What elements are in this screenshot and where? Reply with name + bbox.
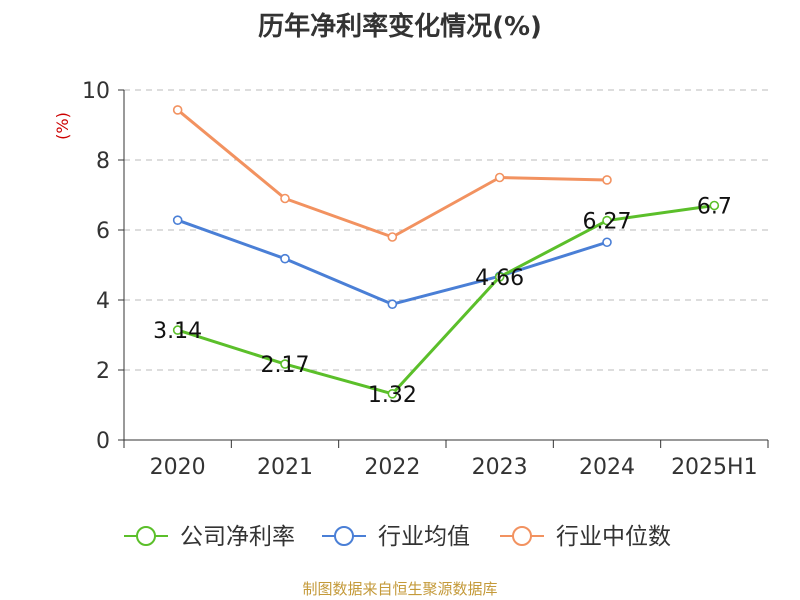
x-tick-label: 2024 xyxy=(579,455,635,480)
data-point xyxy=(172,215,183,225)
legend-marker xyxy=(512,526,532,546)
data-point xyxy=(602,175,612,185)
data-point xyxy=(602,237,612,248)
x-tick-label: 2025H1 xyxy=(671,455,758,480)
data-point xyxy=(387,388,398,399)
data-label: 6.27 xyxy=(583,210,632,235)
legend-label: 行业均值 xyxy=(378,524,470,550)
data-point xyxy=(172,105,183,115)
y-tick-label: 6 xyxy=(96,219,110,244)
series-group xyxy=(172,105,720,399)
series-line xyxy=(177,204,715,396)
legend-marker xyxy=(136,526,156,546)
legend-item: 行业中位数 xyxy=(500,524,671,550)
legend-item: 公司净利率 xyxy=(124,524,295,550)
data-point xyxy=(280,193,290,204)
data-point xyxy=(280,359,290,369)
data-point xyxy=(280,253,290,264)
data-point xyxy=(709,200,720,211)
y-tick-label: 0 xyxy=(96,429,110,454)
legend: 公司净利率 行业均值 行业中位数 xyxy=(124,524,671,550)
legend-marker xyxy=(334,526,354,546)
y-tick-label: 8 xyxy=(96,149,110,174)
data-point xyxy=(387,232,398,242)
data-point xyxy=(387,299,398,310)
data-point xyxy=(172,325,183,335)
x-tick-label: 2022 xyxy=(364,455,420,480)
legend-item: 行业均值 xyxy=(322,524,470,550)
data-point xyxy=(602,215,612,226)
data-label: 3.14 xyxy=(153,319,202,344)
data-point xyxy=(494,272,505,282)
source-note: 制图数据来自恒生聚源数据库 xyxy=(302,580,498,598)
x-tick-label: 2023 xyxy=(472,455,528,480)
y-tick-label: 2 xyxy=(96,359,110,384)
y-tick-label: 4 xyxy=(96,289,110,314)
x-tick-label: 2021 xyxy=(257,455,313,480)
data-point xyxy=(494,172,505,183)
grid-lines xyxy=(124,89,768,371)
data-label: 6.7 xyxy=(697,195,732,220)
data-label: 2.17 xyxy=(261,353,310,378)
series-line xyxy=(176,108,608,239)
x-tick-label: 2020 xyxy=(150,455,206,480)
data-label: 4.66 xyxy=(475,266,524,291)
chart-title: 历年净利率变化情况(%) xyxy=(258,12,542,42)
data-labels: 3.14 2.17 1.32 4.66 6.27 6.7 xyxy=(153,195,732,408)
axes: 0 2 4 6 8 10 2020 2021 2022 2023 2024 2025H1 (%) xyxy=(53,79,769,480)
data-label: 1.32 xyxy=(368,383,417,408)
legend-label: 公司净利率 xyxy=(180,524,295,550)
y-axis-label: (%) xyxy=(53,112,72,140)
legend-label: 行业中位数 xyxy=(556,524,671,550)
y-tick-label: 10 xyxy=(82,79,110,104)
